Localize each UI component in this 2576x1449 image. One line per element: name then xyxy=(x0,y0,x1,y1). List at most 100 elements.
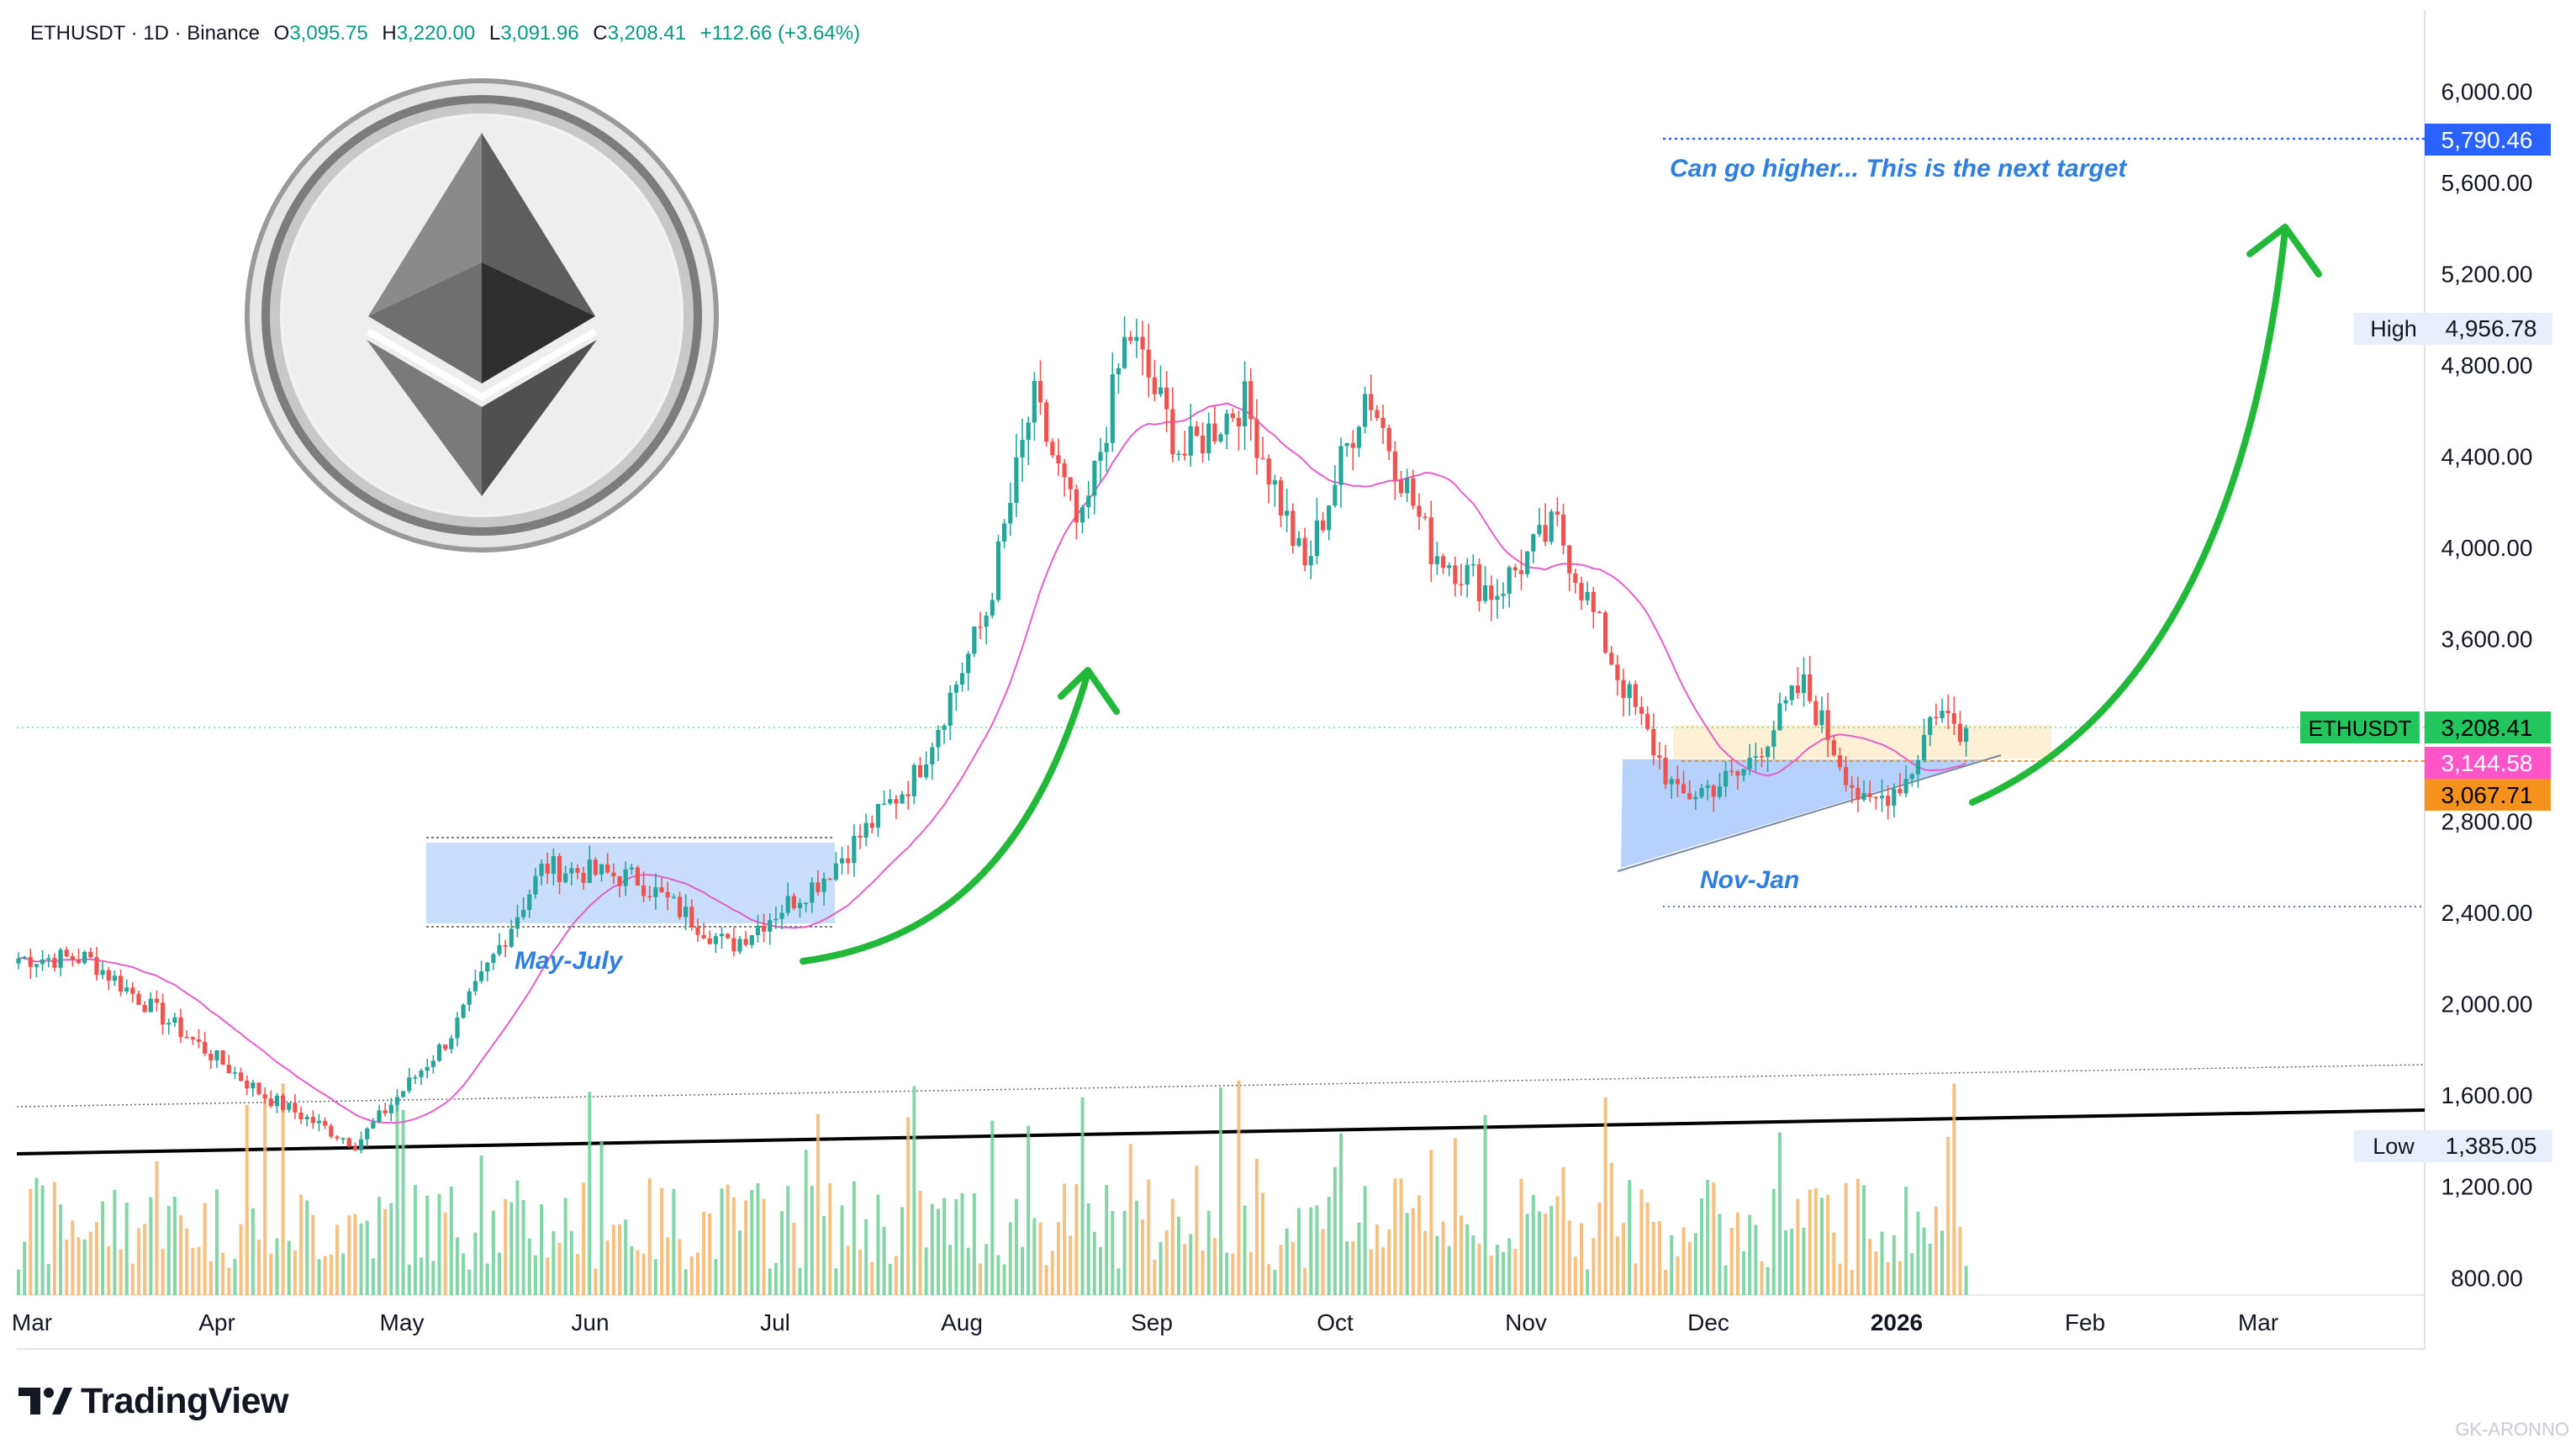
candle xyxy=(695,918,700,942)
volume-bar xyxy=(792,1222,796,1295)
candle xyxy=(1285,488,1290,532)
candle xyxy=(1068,477,1073,501)
symbol-label[interactable]: ETHUSDT · 1D · Binance xyxy=(30,22,260,45)
volume-bar xyxy=(1916,1211,1920,1295)
candle xyxy=(1651,712,1656,765)
candle xyxy=(1434,542,1439,575)
candle xyxy=(1729,759,1734,776)
volume-bar xyxy=(731,1197,736,1295)
volume-bar xyxy=(1248,1251,1253,1295)
candle xyxy=(28,948,33,979)
candle xyxy=(1525,551,1530,578)
volume-bar xyxy=(1622,1223,1626,1295)
x-tick-label: Apr xyxy=(198,1309,235,1335)
candle xyxy=(203,1032,208,1056)
volume-bar xyxy=(1056,1222,1060,1295)
svg-text:4,956.78: 4,956.78 xyxy=(2446,315,2537,341)
candle xyxy=(1152,359,1157,401)
candle xyxy=(1705,780,1710,801)
volume-bar xyxy=(1315,1205,1319,1295)
volume-bar xyxy=(653,1259,657,1295)
volume-bar xyxy=(1069,1235,1073,1295)
candle xyxy=(136,990,141,1005)
candle xyxy=(791,892,796,911)
volume-bar xyxy=(359,1223,363,1295)
candle xyxy=(377,1104,382,1124)
candle xyxy=(419,1068,424,1086)
volume-bar xyxy=(371,1258,375,1295)
candle xyxy=(346,1136,351,1148)
y-tick-label: 4,800.00 xyxy=(2441,352,2533,378)
volume-bar xyxy=(179,1215,183,1295)
candle xyxy=(1766,745,1771,772)
author-watermark: GK-ARONNO xyxy=(2455,1419,2569,1440)
volume-bar xyxy=(323,1256,327,1295)
volume-bar xyxy=(124,1202,129,1295)
x-tick-label: Jun xyxy=(571,1309,609,1335)
candle xyxy=(527,889,532,918)
time-axis[interactable]: Mar Apr May Jun Jul Aug Sep Oct Nov Dec 2026 Feb Mar xyxy=(12,1309,2278,1335)
volume-bar xyxy=(1586,1269,1590,1295)
volume-bar xyxy=(714,1259,718,1295)
candle xyxy=(251,1079,256,1097)
candles[interactable] xyxy=(16,316,1969,1154)
tradingview-logo[interactable]: TradingView xyxy=(18,1378,289,1425)
candle xyxy=(563,865,568,884)
candle xyxy=(521,896,526,920)
x-tick-label: Mar xyxy=(12,1309,52,1335)
volume-bar xyxy=(77,1237,81,1295)
candle xyxy=(100,961,105,980)
resistance-zone[interactable] xyxy=(1673,725,2051,759)
volume-bar xyxy=(1285,1228,1289,1295)
candle xyxy=(238,1067,244,1082)
y-tick-label: 2,400.00 xyxy=(2441,900,2533,926)
candle xyxy=(768,912,773,945)
volume-bar xyxy=(498,1252,501,1295)
volume-bar xyxy=(1693,1233,1697,1295)
may-july-range-box[interactable] xyxy=(426,843,835,923)
ethereum-logo-icon xyxy=(245,78,719,553)
candle xyxy=(1182,431,1187,461)
volume-bar xyxy=(437,1194,441,1295)
candle xyxy=(1386,424,1391,461)
volume-bar xyxy=(636,1250,640,1295)
volume-bar xyxy=(684,1269,688,1295)
candle xyxy=(46,954,51,968)
volume-bar xyxy=(1147,1179,1151,1295)
candle xyxy=(593,857,598,877)
candle xyxy=(1928,716,1933,747)
volume-bar xyxy=(1153,1259,1157,1295)
candle xyxy=(701,923,706,940)
candle xyxy=(1850,775,1855,804)
price-axis[interactable]: 6,000.00 5,600.00 5,200.00 4,800.00 4,400.00… xyxy=(2441,79,2533,1292)
candle xyxy=(773,906,779,929)
volume-bar xyxy=(59,1204,63,1295)
volume-bar xyxy=(1676,1256,1680,1295)
volume-bar xyxy=(185,1228,189,1295)
volume-bar xyxy=(1886,1262,1890,1295)
candle xyxy=(1892,783,1897,817)
volume-bar xyxy=(605,1240,610,1295)
candle xyxy=(816,870,821,896)
volume-bar xyxy=(666,1237,670,1295)
volume-bar xyxy=(1771,1188,1776,1295)
volume-bar xyxy=(1808,1189,1812,1295)
volume-bar xyxy=(1850,1269,1854,1295)
candle xyxy=(1308,540,1313,579)
candle xyxy=(1375,405,1380,421)
volume-bar xyxy=(449,1186,453,1295)
candle xyxy=(1110,352,1115,452)
volume-bar xyxy=(1537,1211,1541,1295)
volume-bar xyxy=(1862,1185,1866,1295)
candle xyxy=(827,878,832,881)
volume-bar xyxy=(1189,1234,1193,1295)
volume-bar xyxy=(347,1215,351,1295)
volume-bar xyxy=(689,1256,694,1295)
y-tick-label: 2,800.00 xyxy=(2441,809,2533,835)
candle xyxy=(503,939,508,957)
candle xyxy=(371,1118,376,1129)
candle xyxy=(1248,368,1254,441)
volume-bar xyxy=(557,1242,562,1295)
candle xyxy=(1495,579,1500,619)
